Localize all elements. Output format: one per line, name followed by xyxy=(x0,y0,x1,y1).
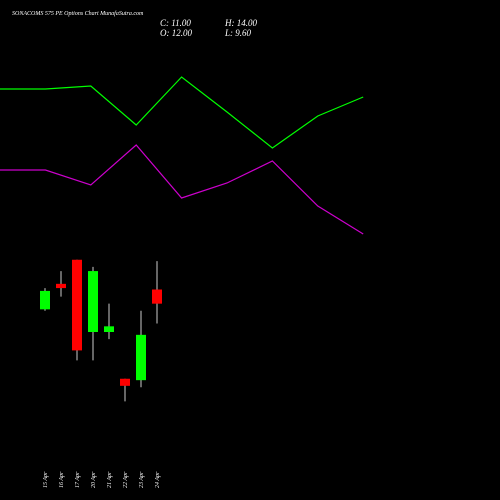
x-tick-label: 22 Apr xyxy=(123,471,129,488)
line-series xyxy=(0,144,364,235)
low-label: L: 9.60 xyxy=(224,28,252,38)
candle-body xyxy=(104,326,114,332)
high-label: H: 14.00 xyxy=(224,18,257,28)
candle-body xyxy=(120,378,130,386)
x-tick-label: 15 Apr xyxy=(43,471,49,488)
candle-body xyxy=(40,290,50,310)
x-tick-label: 20 Apr xyxy=(91,471,97,488)
x-tick-label: 23 Apr xyxy=(139,471,145,488)
candle-body xyxy=(136,334,146,381)
x-tick-label: 21 Apr xyxy=(107,471,113,488)
line-series xyxy=(0,76,364,149)
chart-title: SONACOMS 575 PE Options Chart MunafaSutr… xyxy=(12,10,144,17)
x-tick-label: 16 Apr xyxy=(59,471,65,488)
candle-body xyxy=(72,259,82,351)
open-label: O: 12.00 xyxy=(160,28,192,38)
candle-body xyxy=(152,289,162,304)
close-label: C: 11.00 xyxy=(160,18,191,28)
candle-body xyxy=(88,271,98,332)
x-tick-label: 17 Apr xyxy=(75,471,81,488)
candle-body xyxy=(56,283,66,289)
x-tick-label: 24 Apr xyxy=(154,471,161,488)
